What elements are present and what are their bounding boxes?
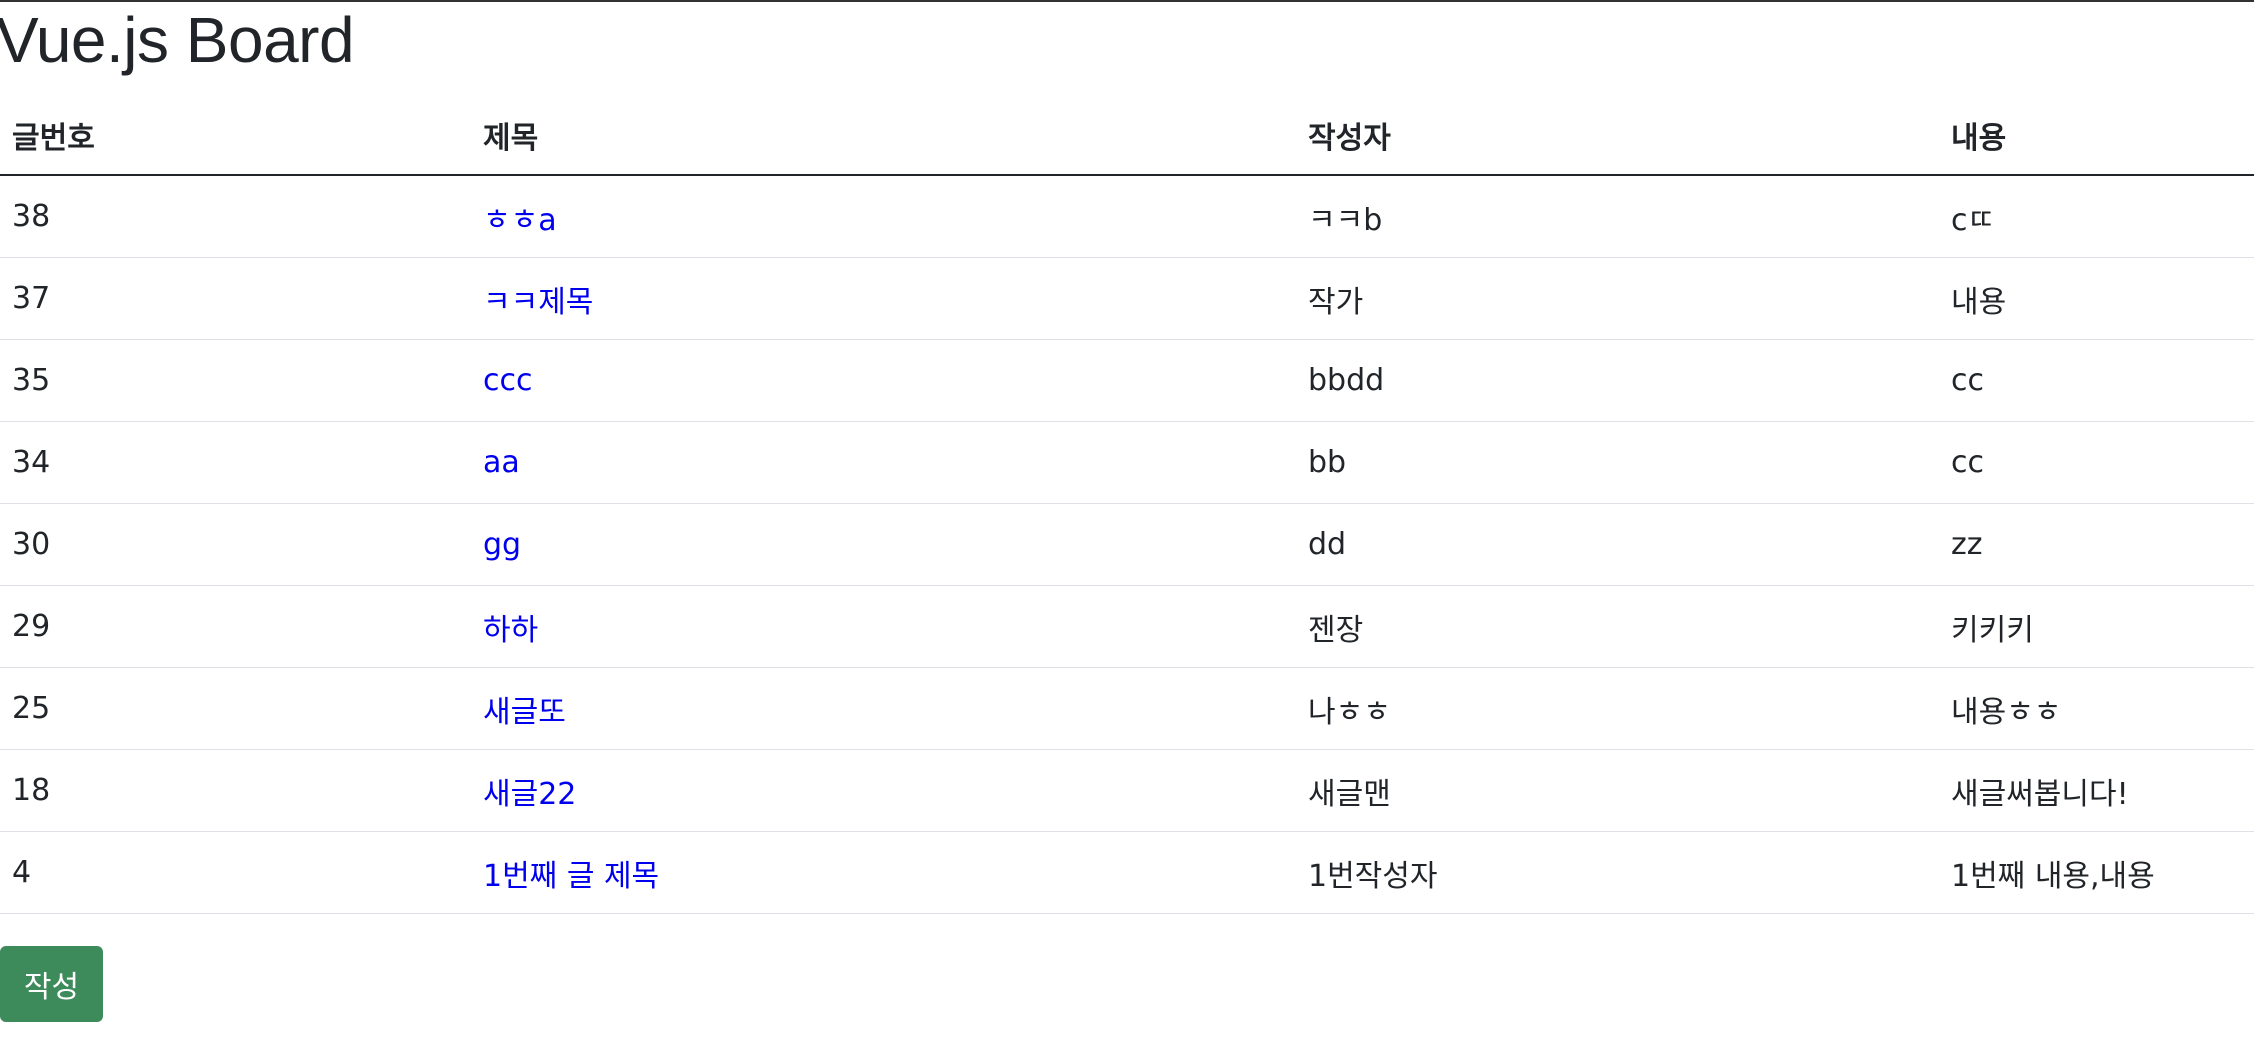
- table-row: 30 gg dd zz: [0, 503, 2254, 586]
- write-button[interactable]: 작성: [0, 946, 103, 1022]
- post-title-cell: gg: [471, 503, 1296, 586]
- post-number: 29: [0, 585, 471, 668]
- post-title-cell: 1번째 글 제목: [471, 831, 1296, 914]
- table-row: 29 하하 젠장 키키키: [0, 585, 2254, 668]
- post-number: 4: [0, 831, 471, 914]
- post-content: cc: [1939, 421, 2254, 504]
- post-author: 새글맨: [1296, 749, 1939, 832]
- post-title-link[interactable]: ccc: [483, 363, 533, 398]
- page-title: Vue.js Board: [0, 4, 355, 76]
- board-table: 글번호 제목 작성자 내용 38 ㅎㅎa ㅋㅋb cㄸ 37 ㅋㅋ제목 작가 내…: [0, 96, 2254, 914]
- post-title-link[interactable]: ㅋㅋ제목: [483, 284, 594, 320]
- table-row: 4 1번째 글 제목 1번작성자 1번째 내용,내용: [0, 831, 2254, 914]
- post-content: 내용: [1939, 257, 2254, 340]
- table-row: 38 ㅎㅎa ㅋㅋb cㄸ: [0, 175, 2254, 258]
- post-number: 18: [0, 749, 471, 832]
- post-number: 30: [0, 503, 471, 586]
- post-title-cell: ccc: [471, 339, 1296, 422]
- post-title-link[interactable]: 새글22: [483, 776, 577, 812]
- column-header-number: 글번호: [0, 96, 471, 176]
- column-header-author: 작성자: [1296, 96, 1939, 176]
- post-title-cell: 새글또: [471, 667, 1296, 750]
- table-body: 38 ㅎㅎa ㅋㅋb cㄸ 37 ㅋㅋ제목 작가 내용 35 ccc bbdd …: [0, 175, 2254, 914]
- post-title-cell: 하하: [471, 585, 1296, 668]
- post-content: 내용ㅎㅎ: [1939, 667, 2254, 750]
- top-divider: [0, 0, 2254, 2]
- post-number: 25: [0, 667, 471, 750]
- post-author: bb: [1296, 421, 1939, 504]
- post-content: cc: [1939, 339, 2254, 422]
- post-title-link[interactable]: gg: [483, 527, 522, 562]
- post-content: 새글써봅니다!: [1939, 749, 2254, 832]
- table-row: 34 aa bb cc: [0, 421, 2254, 504]
- post-content: 1번째 내용,내용: [1939, 831, 2254, 914]
- post-number: 35: [0, 339, 471, 422]
- post-title-cell: ㅎㅎa: [471, 175, 1296, 258]
- post-author: bbdd: [1296, 339, 1939, 422]
- post-number: 38: [0, 175, 471, 258]
- table-row: 35 ccc bbdd cc: [0, 339, 2254, 422]
- post-number: 34: [0, 421, 471, 504]
- table-row: 37 ㅋㅋ제목 작가 내용: [0, 257, 2254, 340]
- post-author: 작가: [1296, 257, 1939, 340]
- post-author: 1번작성자: [1296, 831, 1939, 914]
- post-title-link[interactable]: 새글또: [483, 694, 566, 730]
- post-author: 젠장: [1296, 585, 1939, 668]
- header-row: 글번호 제목 작성자 내용: [0, 96, 2254, 176]
- table-row: 25 새글또 나ㅎㅎ 내용ㅎㅎ: [0, 667, 2254, 750]
- post-author: dd: [1296, 503, 1939, 586]
- post-number: 37: [0, 257, 471, 340]
- column-header-title: 제목: [471, 96, 1296, 176]
- column-header-content: 내용: [1939, 96, 2254, 176]
- post-content: cㄸ: [1939, 175, 2254, 258]
- table-row: 18 새글22 새글맨 새글써봅니다!: [0, 749, 2254, 832]
- post-title-cell: 새글22: [471, 749, 1296, 832]
- post-content: zz: [1939, 503, 2254, 586]
- post-title-cell: aa: [471, 421, 1296, 504]
- post-title-link[interactable]: 1번째 글 제목: [483, 858, 660, 894]
- post-title-link[interactable]: 하하: [483, 612, 539, 648]
- post-title-link[interactable]: aa: [483, 445, 520, 480]
- post-content: 키키키: [1939, 585, 2254, 668]
- post-title-cell: ㅋㅋ제목: [471, 257, 1296, 340]
- post-author: ㅋㅋb: [1296, 175, 1939, 258]
- post-title-link[interactable]: ㅎㅎa: [483, 202, 557, 238]
- post-author: 나ㅎㅎ: [1296, 667, 1939, 750]
- table-header: 글번호 제목 작성자 내용: [0, 96, 2254, 176]
